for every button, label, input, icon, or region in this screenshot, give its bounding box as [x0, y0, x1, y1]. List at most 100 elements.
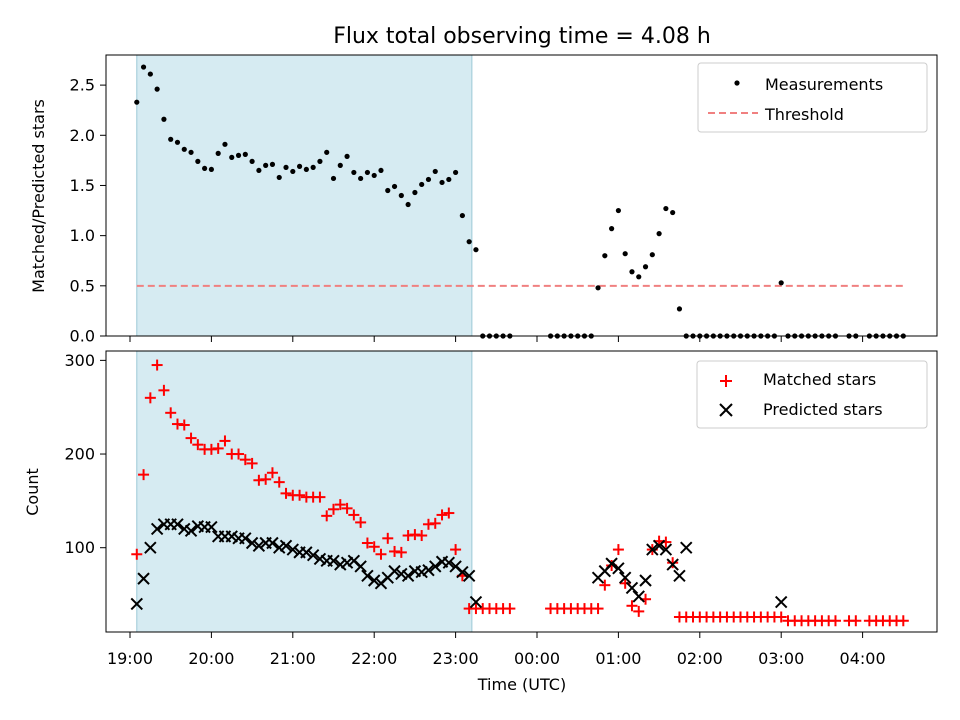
top-y-tick-label: 2.0: [70, 126, 95, 145]
bottom-legend: Matched stars Predicted stars: [696, 360, 928, 429]
measurement-point: [378, 167, 384, 174]
measurement-point: [147, 71, 153, 77]
predicted-star-point: [652, 539, 666, 553]
legend-measurements-marker: [734, 80, 740, 86]
measurement-point: [405, 201, 411, 208]
measurement-point: [459, 212, 465, 219]
measurement-point: [473, 247, 479, 253]
matched-star-point: [375, 548, 387, 560]
predicted-star-point: [632, 590, 645, 603]
measurement-point: [670, 209, 676, 216]
bottom-y-tick-label: 100: [64, 538, 95, 557]
predicted-star-point: [205, 520, 218, 534]
legend-matched-marker: [720, 375, 732, 387]
matched-star-point: [280, 487, 292, 499]
measurement-point: [337, 162, 343, 168]
measurement-point: [283, 164, 289, 170]
top-y-axis-label: Matched/Predicted stars: [29, 99, 48, 293]
measurement-point: [229, 154, 235, 160]
predicted-star-point: [137, 572, 150, 585]
measurement-point: [446, 176, 452, 183]
matched-star-point: [443, 507, 455, 519]
matched-star-point: [273, 476, 285, 488]
predicted-star-point: [462, 569, 476, 583]
measurement-point: [249, 158, 255, 164]
predicted-star-point: [300, 546, 313, 559]
predicted-star-point: [666, 558, 679, 571]
measurement-point: [195, 158, 201, 164]
measurement-point: [276, 174, 282, 181]
top-y-tick-label: 0.0: [70, 327, 95, 346]
predicted-star-point: [171, 518, 184, 531]
bottom-y-tick-label: 300: [64, 351, 95, 370]
bottom-y-tick-label: 200: [64, 445, 95, 464]
measurement-point: [629, 269, 635, 275]
matched-star-point: [897, 615, 909, 627]
predicted-star-point: [266, 536, 279, 550]
measurement-point: [371, 172, 377, 179]
top-shaded-span: [136, 54, 473, 337]
predicted-star-point: [327, 554, 340, 568]
predicted-star-point: [469, 595, 483, 609]
predicted-star-point: [286, 543, 300, 556]
predicted-star-point: [130, 597, 143, 611]
measurement-point: [439, 179, 445, 186]
matched-star-point: [775, 611, 787, 623]
bottom-shaded-span: [136, 350, 473, 633]
measurement-point: [656, 231, 662, 237]
measurement-point: [290, 168, 296, 175]
matched-star-point: [829, 615, 841, 627]
x-tick-label: 19:00: [107, 649, 153, 668]
measurement-point: [188, 149, 194, 155]
measurement-point: [215, 150, 221, 156]
predicted-star-point: [388, 564, 401, 578]
measurement-point: [242, 151, 248, 157]
x-tick-label: 01:00: [595, 649, 641, 668]
legend-threshold-label: Threshold: [764, 105, 844, 124]
legend-predicted-marker: [719, 403, 733, 417]
legend-matched-label: Matched stars: [763, 370, 876, 389]
measurement-point: [595, 285, 601, 291]
x-tick-label: 23:00: [433, 649, 479, 668]
measurement-point: [642, 264, 649, 270]
matched-star-point: [633, 605, 645, 617]
matched-star-point: [450, 544, 462, 556]
predicted-star-point: [639, 574, 652, 587]
x-axis-label: Time (UTC): [477, 675, 566, 694]
matched-star-point: [355, 516, 367, 528]
predicted-star-point: [618, 571, 632, 584]
measurement-point: [419, 181, 425, 188]
matched-star-point: [667, 557, 679, 569]
top-y-tick-label: 1.0: [70, 226, 95, 245]
x-tick-label: 03:00: [758, 649, 804, 668]
measurement-point: [615, 207, 622, 214]
predicted-star-point: [144, 541, 157, 554]
measurement-point: [134, 99, 140, 105]
matched-star-point: [321, 510, 333, 522]
matched-star-point: [416, 530, 428, 542]
predicted-star-point: [774, 595, 788, 609]
matched-star-point: [592, 603, 604, 615]
measurement-point: [398, 192, 404, 199]
matched-star-point: [219, 435, 231, 447]
predicted-star-point: [354, 560, 367, 573]
figure-title: Flux total observing time = 4.08 h: [333, 24, 711, 49]
top-y-tick-label: 1.5: [70, 176, 95, 195]
measurement-point: [663, 205, 669, 212]
x-tick-label: 21:00: [270, 649, 316, 668]
measurement-point: [778, 280, 784, 286]
predicted-star-point: [422, 563, 435, 577]
legend-predicted-label: Predicted stars: [763, 400, 883, 419]
matched-star-point: [436, 509, 448, 521]
predicted-star-point: [306, 548, 320, 562]
x-tick-label: 02:00: [677, 649, 723, 668]
matched-star-point: [504, 603, 516, 615]
matched-star-point: [334, 499, 346, 511]
matched-star-point: [328, 503, 339, 515]
measurement-point: [269, 161, 276, 167]
measurement-point: [358, 175, 364, 182]
matched-star-point: [144, 392, 156, 404]
predicted-star-point: [239, 532, 252, 545]
predicted-star-point: [245, 536, 259, 550]
